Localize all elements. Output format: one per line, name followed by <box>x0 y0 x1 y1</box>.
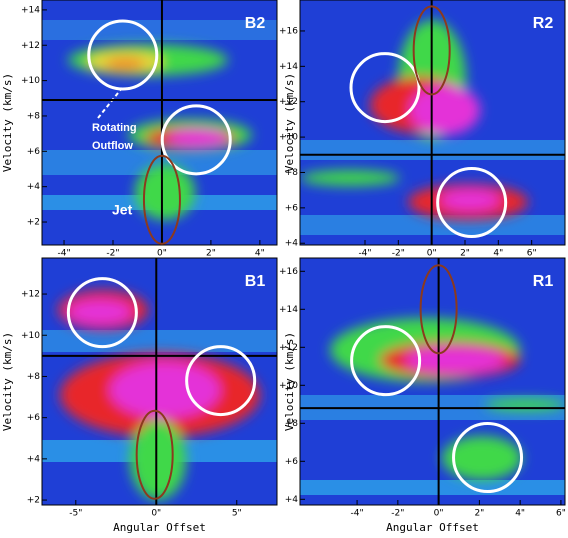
y-tick-label: +10 <box>21 331 40 341</box>
x-axis-label: Angular Offset <box>113 521 206 534</box>
y-tick-label: +10 <box>21 76 40 86</box>
y-axis-label: Velocity (km/s) <box>1 73 14 172</box>
y-tick-label: +16 <box>279 26 298 36</box>
plot-frame <box>41 0 278 246</box>
x-tick-label: -2" <box>392 249 405 259</box>
y-tick-label: +4 <box>285 239 299 249</box>
x-tick-label: -2" <box>106 249 119 259</box>
y-tick-label: +14 <box>21 5 40 15</box>
y-axis-label: Velocity (km/s) <box>283 73 296 172</box>
x-tick-label: -2" <box>391 509 404 519</box>
y-tick-label: +4 <box>285 495 299 505</box>
y-tick-label: +2 <box>27 496 40 506</box>
annotation: Jet <box>112 202 133 218</box>
x-tick-label: 4" <box>255 249 265 259</box>
x-tick-label: -4" <box>351 509 364 519</box>
y-tick-label: +6 <box>27 147 41 157</box>
y-tick-label: +12 <box>279 97 298 107</box>
plot-frame <box>41 257 278 506</box>
y-tick-label: +16 <box>279 267 298 277</box>
x-tick-label: 0" <box>434 509 444 519</box>
y-tick-label: +4 <box>27 454 41 464</box>
x-tick-label: 0" <box>151 509 161 519</box>
panel-title: R2 <box>533 15 554 32</box>
feature-circle <box>349 52 421 124</box>
y-axis-label: Velocity (km/s) <box>283 332 296 431</box>
y-tick-label: +8 <box>285 168 299 178</box>
feature-circle <box>185 345 257 417</box>
y-tick-label: +6 <box>285 203 299 213</box>
y-tick-label: +10 <box>279 133 298 143</box>
y-axis-label: Velocity (km/s) <box>1 332 14 431</box>
jet-ellipse <box>419 264 458 355</box>
y-tick-label: +2 <box>27 218 40 228</box>
y-tick-label: +14 <box>279 62 298 72</box>
panel-title: B2 <box>245 15 266 32</box>
x-tick-label: 6" <box>556 509 566 519</box>
y-tick-label: +12 <box>21 290 40 300</box>
feature-circle <box>87 19 159 91</box>
jet-ellipse <box>142 154 181 245</box>
x-tick-label: 4" <box>493 249 503 259</box>
jet-ellipse <box>412 5 451 96</box>
y-tick-label: +6 <box>285 457 299 467</box>
x-tick-label: -4" <box>57 249 70 259</box>
plot-frame <box>299 257 566 506</box>
feature-circle <box>452 422 524 493</box>
annotation: Rotating <box>92 122 137 134</box>
y-tick-label: +8 <box>27 111 41 121</box>
jet-ellipse <box>135 409 174 500</box>
heatmap-background <box>42 0 277 245</box>
feature-circle <box>350 325 422 397</box>
y-tick-label: +14 <box>279 305 298 315</box>
x-tick-label: 0" <box>157 249 167 259</box>
y-tick-label: +8 <box>285 419 299 429</box>
y-tick-label: +6 <box>27 413 41 423</box>
feature-circle <box>66 277 138 349</box>
x-tick-label: 0" <box>427 249 437 259</box>
x-tick-label: 2" <box>474 509 484 519</box>
y-tick-label: +12 <box>279 343 298 353</box>
x-tick-label: 2" <box>460 249 470 259</box>
x-tick-label: 2" <box>206 249 216 259</box>
panel-title: B1 <box>245 273 266 290</box>
x-axis-label: Angular Offset <box>386 521 479 534</box>
panel-title: R1 <box>533 273 554 290</box>
heatmap-background <box>42 258 277 505</box>
x-tick-label: 6" <box>527 249 537 259</box>
y-tick-label: +12 <box>21 41 40 51</box>
y-tick-label: +8 <box>27 372 41 382</box>
heatmap-background <box>300 258 565 505</box>
y-tick-label: +4 <box>27 182 41 192</box>
annotation: Outflow <box>92 140 133 152</box>
x-tick-label: -4" <box>358 249 371 259</box>
x-tick-label: -5" <box>69 509 82 519</box>
y-tick-label: +10 <box>279 381 298 391</box>
x-tick-label: 5" <box>232 509 242 519</box>
x-tick-label: 4" <box>515 509 525 519</box>
feature-circle <box>436 167 508 239</box>
feature-circle <box>160 104 232 176</box>
